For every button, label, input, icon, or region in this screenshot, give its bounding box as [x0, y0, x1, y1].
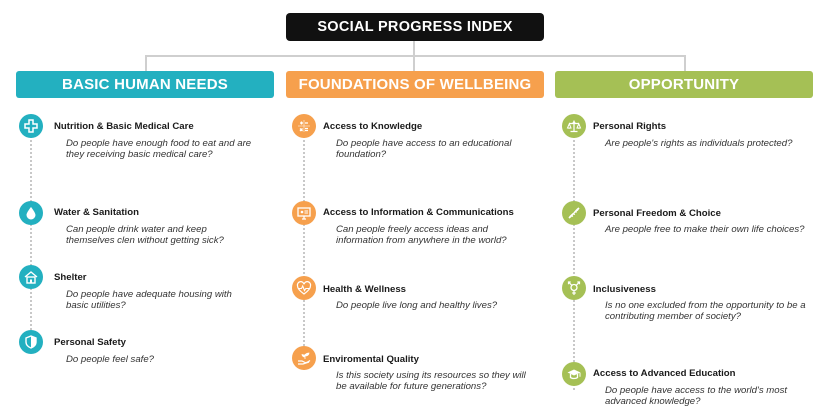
component-title-access-to-information: Access to Information & Communications — [323, 207, 514, 218]
page-title: SOCIAL PROGRESS INDEX — [286, 13, 544, 41]
component-title-access-to-knowledge: Access to Knowledge — [323, 121, 423, 132]
connector-bar — [145, 55, 685, 57]
monitor-icon — [292, 201, 316, 225]
scales-icon — [562, 114, 586, 138]
column-guide-foundations-of-wellbeing — [303, 128, 305, 370]
component-title-water-sanitation: Water & Sanitation — [54, 207, 139, 218]
component-question-access-to-knowledge: Do people have access to an educational … — [336, 138, 512, 160]
component-title-personal-freedom: Personal Freedom & Choice — [593, 208, 721, 219]
component-title-advanced-education: Access to Advanced Education — [593, 368, 736, 379]
heartbeat-icon — [292, 276, 316, 300]
connector-stem — [413, 41, 415, 56]
hand-plant-icon — [292, 346, 316, 370]
column-guide-basic-human-needs — [30, 128, 32, 350]
gender-icon — [562, 276, 586, 300]
component-question-nutrition: Do people have enough food to eat and ar… — [66, 138, 252, 160]
component-question-advanced-education: Do people have access to the world's mos… — [605, 385, 788, 407]
connector-left — [145, 55, 147, 71]
component-question-health-wellness: Do people live long and healthy lives? — [336, 300, 498, 311]
dimension-header-opportunity: OPPORTUNITY — [555, 71, 813, 98]
connector-right — [684, 55, 686, 71]
component-question-personal-freedom: Are people free to make their own life c… — [605, 224, 805, 235]
component-question-access-to-information: Can people freely access ideas and infor… — [336, 224, 507, 246]
dna-icon — [562, 201, 586, 225]
component-title-environmental-quality: Enviromental Quality — [323, 354, 419, 365]
component-title-health-wellness: Health & Wellness — [323, 284, 406, 295]
water-drop-icon — [19, 201, 43, 225]
component-title-inclusiveness: Inclusiveness — [593, 284, 656, 295]
graduation-cap-icon — [562, 362, 586, 386]
calculator-icon — [292, 114, 316, 138]
component-question-personal-rights: Are people's rights as individuals prote… — [605, 138, 793, 149]
component-title-personal-rights: Personal Rights — [593, 121, 667, 132]
medical-cross-icon — [19, 114, 43, 138]
component-question-inclusiveness: Is no one excluded from the opportunity … — [605, 300, 806, 322]
component-question-shelter: Do people have adequate housing with bas… — [66, 289, 232, 311]
component-title-personal-safety: Personal Safety — [54, 337, 126, 348]
connector-middle — [413, 55, 415, 71]
component-question-personal-safety: Do people feel safe? — [66, 354, 155, 365]
component-title-nutrition: Nutrition & Basic Medical Care — [54, 121, 194, 132]
dimension-header-foundations-of-wellbeing: FOUNDATIONS OF WELLBEING — [286, 71, 544, 98]
column-guide-opportunity — [573, 128, 575, 390]
dimension-header-basic-human-needs: BASIC HUMAN NEEDS — [16, 71, 274, 98]
shield-icon — [19, 330, 43, 354]
house-icon — [19, 265, 43, 289]
component-title-shelter: Shelter — [54, 272, 87, 283]
component-question-environmental-quality: Is this society using its resources so t… — [336, 370, 526, 392]
component-question-water-sanitation: Can people drink water and keep themselv… — [66, 224, 224, 246]
